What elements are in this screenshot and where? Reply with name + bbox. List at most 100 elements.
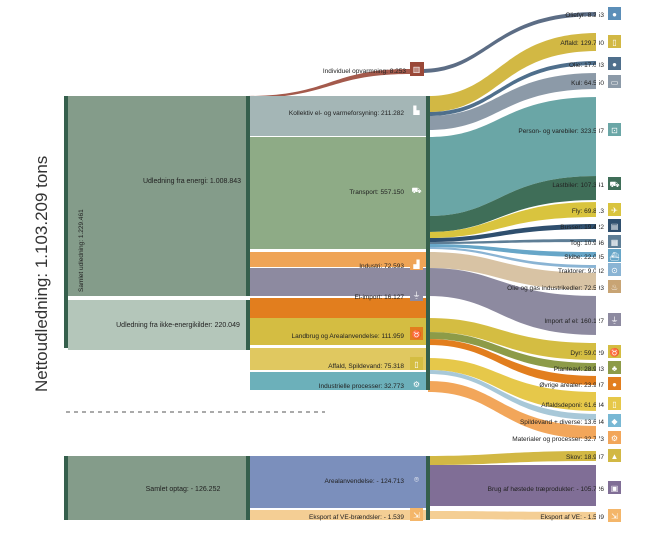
- label-uptake: Samlet optag: - 126.252: [146, 486, 221, 493]
- sector-industry: Industri: 72.593 ▟: [359, 257, 423, 270]
- flow-collective-to-affald: [428, 33, 598, 112]
- bar-industry: [250, 252, 428, 267]
- source-item-text: Spildevand + diverse: 13.634: [520, 419, 604, 426]
- car-icon-glyph: ⊡: [611, 126, 618, 135]
- sector-collective-text: Kollektiv el- og varmeforsyning: 211.282: [289, 110, 405, 117]
- right-column-edge: [596, 8, 599, 522]
- sector-export: Eksport af VE-brændsler: - 1.539 ⇲: [309, 508, 423, 521]
- source-item: Brug af høstede træprodukter: - 105.726 ▣: [488, 481, 621, 494]
- oil-drop-icon: [608, 57, 621, 70]
- sector-process: Industrielle processer: 32.773 ⚙: [319, 377, 423, 390]
- sector-elimport: El-import: 16.127 ⏚: [355, 288, 423, 301]
- process-icon: [608, 431, 621, 444]
- flow-transport-to-busser: [428, 224, 598, 242]
- source-item: Oliefyr: 8.253 ●: [565, 7, 621, 20]
- cow-icon: [410, 327, 423, 340]
- sector-land: Arealanvendelse: - 124.713 ⌾: [324, 472, 423, 485]
- oil-drop-icon-glyph: ●: [612, 10, 617, 19]
- bar-energy: [68, 96, 248, 296]
- source-item-text: Tog: 10.946: [570, 240, 604, 247]
- tree-icon: [608, 449, 621, 462]
- export-icon-glyph: ⇲: [413, 511, 420, 520]
- sector-agriculture-text: Landbrug og Arealanvendelse: 111.959: [291, 333, 404, 340]
- flow-industry-to-oilgas: [428, 252, 598, 290]
- source-item: Spildevand + diverse: 13.634 ◆: [520, 414, 621, 427]
- flow-transport-to-cars: [428, 97, 598, 216]
- column-sectors: [250, 62, 430, 520]
- factory-icon-glyph: ▙: [412, 105, 420, 115]
- source-item: Olie og gas industrikedler: 72.593 ♨: [507, 280, 621, 293]
- source-item: Person- og varebiler: 323.537 ⊡: [518, 123, 621, 136]
- label-nonenergy: Udledning fra ikke-energikilder: 220.049: [116, 322, 240, 329]
- sector-process-text: Industrielle processer: 32.773: [319, 383, 405, 390]
- flow-waste-to-spildevand: [428, 370, 598, 420]
- source-item-text: Import af el: 160.127: [544, 318, 604, 325]
- flow-transport-to-traktorer: [428, 247, 598, 268]
- truck-icon-glyph: ⛟: [609, 180, 619, 189]
- power-pylon-icon-glyph: ⏚: [413, 291, 421, 300]
- flow-elimport-to-import: [428, 268, 598, 335]
- sector-transport: Transport: 557.150 ⛟: [349, 183, 423, 196]
- ship-icon-glyph: ⛴: [609, 252, 619, 261]
- source-item-text: Lastbiler: 107.341: [552, 182, 604, 189]
- source-item-text: Affaldsdeponi: 61.684: [541, 402, 604, 409]
- flow-transport-to-fly: [428, 202, 598, 238]
- source-item-text: Busser: 19.422: [560, 224, 604, 231]
- tractor-icon: [608, 263, 621, 276]
- sector-export-text: Eksport af VE-brændsler: - 1.539: [309, 514, 404, 521]
- bar-collective: [250, 96, 428, 136]
- flow-land-to-wood: [428, 465, 598, 506]
- trash-icon: [608, 397, 621, 410]
- flame-icon-glyph: ♨: [611, 283, 618, 292]
- cow-icon-glyph: ♉: [610, 347, 620, 357]
- circle-icon-glyph: ●: [612, 380, 617, 389]
- stove-icon-glyph: ▥: [413, 65, 421, 74]
- trash-icon: [608, 35, 621, 48]
- bar-export: [250, 510, 428, 520]
- source-item: Affaldsdeponi: 61.684 ▯: [541, 397, 621, 410]
- sector-waste: Affald, Spildevand: 75.318 ▯: [328, 357, 423, 370]
- source-item: Fly: 69.813 ✈: [572, 203, 621, 216]
- sector-agriculture: Landbrug og Arealanvendelse: 111.959 ♉: [291, 327, 423, 340]
- source-item: Tog: 10.946 ▦: [570, 235, 621, 248]
- sector-transport-text: Transport: 557.150: [349, 189, 404, 196]
- source-item: Dyr: 59.029 ♉: [570, 345, 621, 358]
- plane-icon: [608, 203, 621, 216]
- export-icon-glyph: ⇲: [611, 512, 618, 521]
- source-item-text: Skov: 18.987: [566, 454, 604, 461]
- source-item: Øvrige arealer: 23.997 ●: [539, 377, 621, 390]
- source-item-text: Person- og varebiler: 323.537: [518, 128, 604, 135]
- train-icon-glyph: ▦: [611, 238, 619, 247]
- bar-agri-lower: [250, 318, 428, 345]
- flow-total-to-individual: [248, 69, 410, 98]
- oil-drop-icon-glyph: ●: [612, 60, 617, 69]
- page-title: Nettoudledning: 1.103.209 tons: [32, 156, 51, 392]
- bus-icon: [608, 219, 621, 232]
- sector-elimport-text: El-import: 16.127: [355, 294, 405, 301]
- source-item-text: Øvrige arealer: 23.997: [539, 382, 604, 389]
- source-item-text: Fly: 69.813: [572, 208, 605, 215]
- stove-icon: [410, 62, 423, 75]
- source-item-text: Kul: 64.550: [571, 80, 604, 87]
- flow-waste-to-deponi: [428, 358, 598, 411]
- truck-icon-glyph: ⛟: [411, 186, 421, 195]
- flow-land-to-skov: [428, 451, 598, 465]
- bar-elimport: [250, 268, 428, 296]
- flow-transport-to-trucks: [428, 176, 598, 232]
- flow-transport-to-tog: [428, 239, 598, 244]
- flow-export-to-export: [428, 511, 598, 520]
- cow-icon: [608, 345, 621, 358]
- source-item: Import af el: 160.127 ⏚: [544, 313, 621, 326]
- source-item-text: Planteavl: 28.933: [554, 366, 605, 373]
- sector-waste-text: Affald, Spildevand: 75.318: [328, 363, 404, 370]
- source-item: Materialer og processer: 32.773 ⚙: [512, 431, 621, 444]
- power-pylon-icon: [608, 313, 621, 326]
- label-total: Samlet udledning: 1.229.461: [78, 209, 85, 292]
- source-item: Kul: 64.550 ▭: [571, 75, 621, 88]
- sector-individual: Individuel opvarmning: 8.253 ▥: [323, 62, 423, 75]
- source-item: Skibe: 22.005 ⛴: [564, 249, 621, 262]
- briefcase-icon-glyph: ▣: [611, 484, 619, 493]
- bar-waste: [250, 348, 428, 370]
- export-icon: [410, 508, 423, 521]
